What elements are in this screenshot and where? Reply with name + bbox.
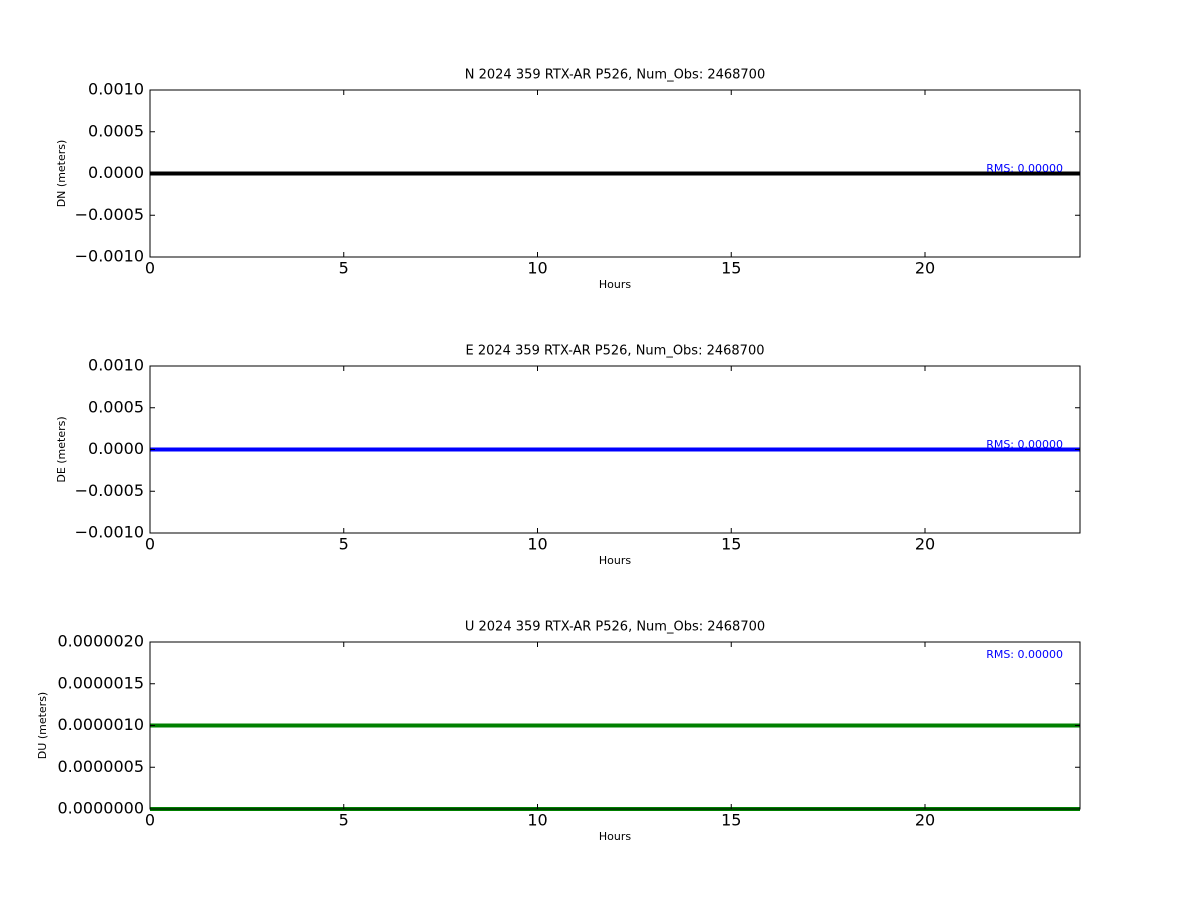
chart-title: U 2024 359 RTX-AR P526, Num_Obs: 2468700 — [465, 620, 765, 635]
y-tick-label: 0.0000005 — [57, 757, 144, 776]
chart-title: E 2024 359 RTX-AR P526, Num_Obs: 2468700 — [466, 344, 765, 359]
x-tick-label: 20 — [915, 535, 935, 554]
x-tick-label: 15 — [721, 811, 741, 830]
x-axis-label: Hours — [599, 554, 631, 567]
y-axis-label: DE (meters) — [55, 416, 68, 482]
x-tick-label: 0 — [145, 535, 155, 554]
y-tick-label: 0.0000 — [88, 163, 144, 182]
y-tick-label: 0.0000000 — [57, 799, 144, 818]
y-tick-label: 0.0000020 — [57, 632, 144, 651]
y-tick-label: 0.0010 — [88, 356, 144, 375]
x-tick-label: 20 — [915, 259, 935, 278]
chart-title: N 2024 359 RTX-AR P526, Num_Obs: 2468700 — [465, 68, 765, 83]
y-axis-label: DU (meters) — [36, 692, 49, 759]
y-axis-label: DN (meters) — [55, 140, 68, 208]
y-tick-label: 0.0005 — [88, 121, 144, 140]
x-tick-label: 5 — [339, 811, 349, 830]
x-tick-label: 10 — [527, 811, 547, 830]
x-axis-label: Hours — [599, 830, 631, 843]
x-tick-label: 20 — [915, 811, 935, 830]
y-tick-label: 0.0005 — [88, 397, 144, 416]
y-tick-label: −0.0010 — [75, 523, 144, 542]
x-tick-label: 0 — [145, 811, 155, 830]
rms-annotation: RMS: 0.00000 — [986, 162, 1063, 175]
y-tick-label: 0.0000010 — [57, 715, 144, 734]
y-tick-label: 0.0010 — [88, 80, 144, 99]
x-tick-label: 10 — [527, 259, 547, 278]
y-tick-label: 0.0000 — [88, 439, 144, 458]
rms-annotation: RMS: 0.00000 — [986, 438, 1063, 451]
x-tick-label: 10 — [527, 535, 547, 554]
x-tick-label: 15 — [721, 259, 741, 278]
y-tick-label: −0.0005 — [75, 481, 144, 500]
y-tick-label: −0.0010 — [75, 247, 144, 266]
x-tick-label: 15 — [721, 535, 741, 554]
x-tick-label: 0 — [145, 259, 155, 278]
rms-annotation: RMS: 0.00000 — [986, 648, 1063, 661]
x-axis-label: Hours — [599, 278, 631, 291]
y-tick-label: −0.0005 — [75, 205, 144, 224]
y-tick-label: 0.0000015 — [57, 673, 144, 692]
x-tick-label: 5 — [339, 535, 349, 554]
x-tick-label: 5 — [339, 259, 349, 278]
